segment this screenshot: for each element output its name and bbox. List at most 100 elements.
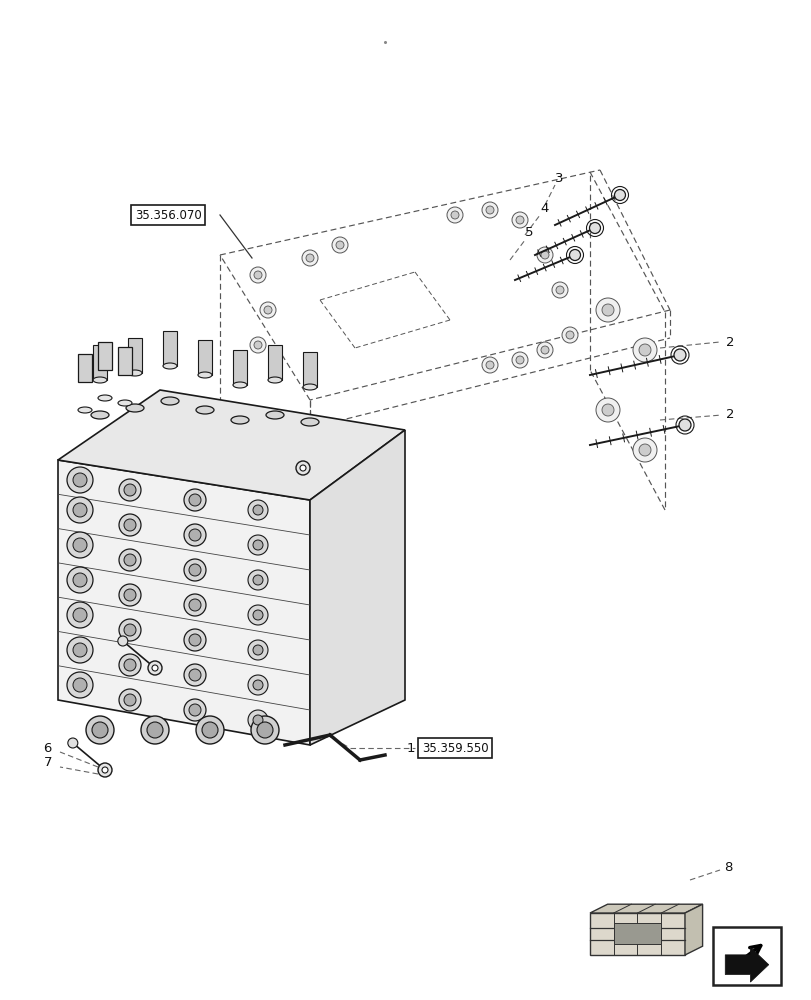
Text: 4: 4: [217, 422, 226, 434]
Circle shape: [67, 602, 93, 628]
Circle shape: [67, 567, 93, 593]
Circle shape: [512, 352, 527, 368]
Circle shape: [73, 573, 87, 587]
Circle shape: [254, 271, 262, 279]
Polygon shape: [590, 904, 702, 913]
Circle shape: [67, 672, 93, 698]
Circle shape: [638, 344, 650, 356]
Text: 6: 6: [44, 741, 52, 754]
Circle shape: [141, 716, 169, 744]
Circle shape: [515, 356, 523, 364]
Circle shape: [247, 710, 268, 730]
Circle shape: [124, 589, 135, 601]
Polygon shape: [684, 904, 702, 955]
Circle shape: [306, 254, 314, 262]
Circle shape: [147, 722, 163, 738]
Circle shape: [257, 722, 272, 738]
Circle shape: [512, 212, 527, 228]
Ellipse shape: [128, 370, 142, 376]
Circle shape: [124, 694, 135, 706]
Circle shape: [67, 637, 93, 663]
Text: 7: 7: [44, 756, 52, 770]
Circle shape: [67, 532, 93, 558]
Circle shape: [102, 767, 108, 773]
Circle shape: [253, 680, 263, 690]
Circle shape: [678, 419, 690, 431]
Circle shape: [486, 361, 493, 369]
Circle shape: [118, 636, 127, 646]
Ellipse shape: [98, 395, 112, 401]
Circle shape: [119, 514, 141, 536]
Circle shape: [202, 722, 217, 738]
Circle shape: [124, 484, 135, 496]
Circle shape: [633, 438, 656, 462]
Circle shape: [250, 337, 266, 353]
Circle shape: [98, 763, 112, 777]
Circle shape: [540, 251, 548, 259]
Circle shape: [515, 216, 523, 224]
Bar: [268, 345, 281, 380]
Bar: [613, 923, 660, 944]
Circle shape: [253, 715, 263, 725]
Circle shape: [86, 716, 114, 744]
Circle shape: [124, 554, 135, 566]
Circle shape: [73, 538, 87, 552]
Circle shape: [551, 282, 568, 298]
Text: 4: 4: [539, 202, 547, 215]
Polygon shape: [310, 430, 405, 745]
Bar: [198, 340, 212, 375]
Circle shape: [119, 479, 141, 501]
Circle shape: [601, 304, 613, 316]
Circle shape: [253, 575, 263, 585]
Circle shape: [189, 564, 201, 576]
Circle shape: [67, 497, 93, 523]
Circle shape: [253, 505, 263, 515]
Ellipse shape: [303, 384, 316, 390]
Circle shape: [184, 664, 206, 686]
Bar: [98, 342, 112, 370]
Text: 2: 2: [725, 408, 734, 422]
Polygon shape: [58, 390, 405, 500]
Circle shape: [184, 559, 206, 581]
Text: 8: 8: [723, 861, 732, 874]
Circle shape: [332, 237, 348, 253]
Circle shape: [67, 467, 93, 493]
Circle shape: [92, 722, 108, 738]
Text: 3: 3: [554, 172, 563, 185]
Bar: [163, 331, 177, 366]
Circle shape: [247, 500, 268, 520]
Circle shape: [540, 346, 548, 354]
Circle shape: [446, 207, 462, 223]
Ellipse shape: [301, 418, 319, 426]
Circle shape: [189, 704, 201, 716]
Circle shape: [589, 223, 600, 234]
Circle shape: [119, 584, 141, 606]
Circle shape: [264, 306, 272, 314]
Circle shape: [595, 298, 620, 322]
Circle shape: [253, 540, 263, 550]
Text: 2: 2: [725, 336, 734, 349]
Circle shape: [536, 247, 552, 263]
Circle shape: [482, 202, 497, 218]
Polygon shape: [724, 947, 768, 982]
Circle shape: [299, 465, 306, 471]
Text: 1: 1: [407, 741, 419, 754]
Circle shape: [189, 599, 201, 611]
Circle shape: [68, 738, 78, 748]
Circle shape: [124, 624, 135, 636]
Circle shape: [250, 267, 266, 283]
Circle shape: [184, 699, 206, 721]
Circle shape: [296, 461, 310, 475]
Circle shape: [189, 634, 201, 646]
Bar: [712, 927, 780, 985]
Circle shape: [189, 669, 201, 681]
Circle shape: [673, 349, 685, 361]
Ellipse shape: [198, 372, 212, 378]
Ellipse shape: [161, 397, 178, 405]
Ellipse shape: [91, 411, 109, 419]
Circle shape: [152, 665, 158, 671]
Bar: [303, 352, 316, 387]
Circle shape: [195, 716, 224, 744]
Ellipse shape: [233, 382, 247, 388]
Ellipse shape: [230, 416, 249, 424]
